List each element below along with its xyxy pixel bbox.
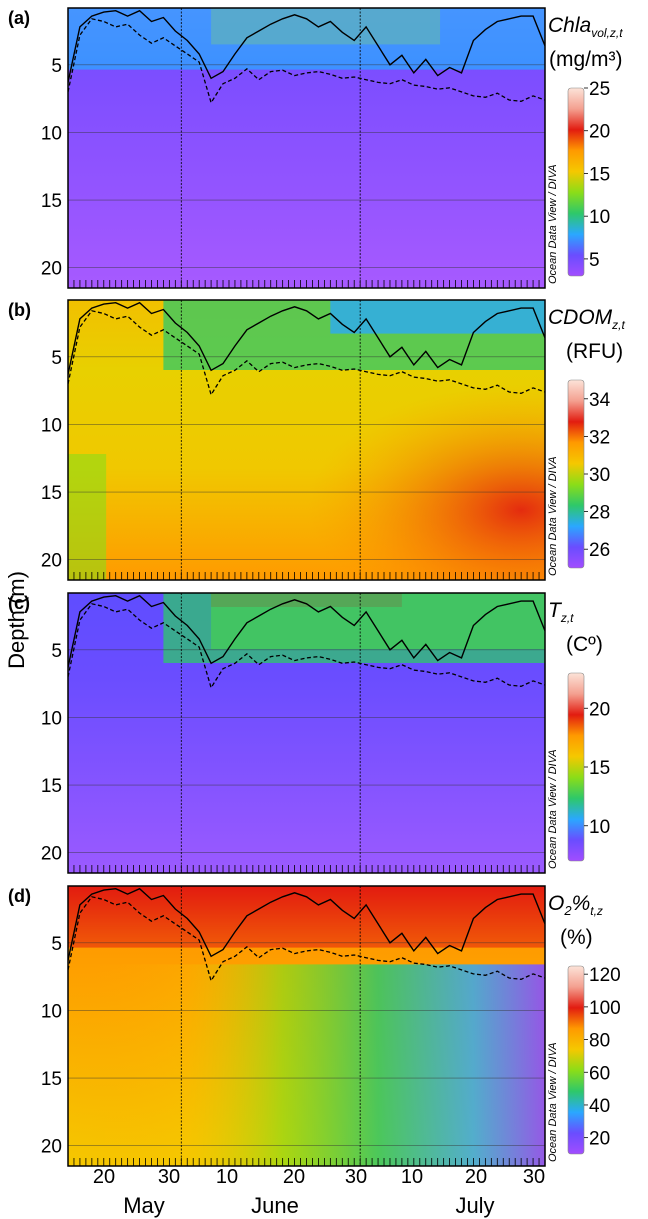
y-tick-label: 15: [41, 483, 62, 504]
dashed-depth-line: [68, 18, 545, 105]
solid-depth-line: [68, 9, 545, 83]
y-tick-label: 10: [41, 415, 62, 436]
panel-label: (c): [8, 593, 30, 613]
y-tick-label: 5: [51, 56, 62, 77]
colorbar-tick-label: 120: [589, 965, 621, 986]
colorbar-tick-label: 28: [589, 503, 610, 524]
y-tick-label: 20: [41, 259, 62, 280]
panel-2-surface-band-2: [330, 300, 545, 334]
x-axis: 20 30 10 20 30 10 20 30 May June July: [93, 1166, 545, 1218]
colorbar-tick-label: 20: [589, 122, 610, 143]
variable-unit: (RFU): [566, 340, 623, 363]
y-tick-label: 5: [51, 641, 62, 662]
y-tick-label: 5: [51, 348, 62, 369]
solid-depth-line: [68, 887, 545, 961]
x-tick-label-5: 30: [345, 1166, 367, 1188]
y-tick-label: 10: [41, 123, 62, 144]
colorbar-tick-label: 10: [589, 207, 610, 228]
panel-1: 5 10 15 20 (a) Chlavol,z,t (mg/m³) 25 20 15 10 5 Oce…: [8, 7, 623, 289]
x-tick-label-4: 20: [283, 1166, 305, 1188]
colorbar-tick-label: 20: [589, 1129, 610, 1150]
y-tick-label: 20: [41, 1137, 62, 1158]
colorbar-tick-label: 26: [589, 540, 610, 561]
colorbar-tick-label: 10: [589, 817, 610, 838]
odv-watermark: Ocean Data View / DIVA: [547, 749, 559, 869]
y-axis-label: Depth (m): [4, 571, 29, 669]
x-tick-label-7: 20: [465, 1166, 487, 1188]
panel-label: (a): [8, 8, 30, 28]
x-tick-label-8: 30: [523, 1166, 545, 1188]
variable-title: O2%t,z: [548, 892, 603, 918]
x-tick-label-3: 10: [216, 1166, 238, 1188]
month-label-july: July: [455, 1193, 494, 1218]
y-tick-label: 20: [41, 844, 62, 865]
panel-4-surface-band: [68, 886, 545, 948]
panel-label: (b): [8, 300, 31, 320]
colorbar: [567, 965, 585, 1155]
month-label-june: June: [251, 1193, 299, 1218]
odv-watermark: Ocean Data View / DIVA: [547, 164, 559, 284]
x-tick-label-2: 30: [158, 1166, 180, 1188]
variable-unit: (%): [560, 926, 593, 949]
colorbar-tick-label: 15: [589, 758, 610, 779]
y-tick-label: 15: [41, 1069, 62, 1090]
variable-unit: (mg/m³): [549, 48, 622, 71]
panel-3-surface-band-3: [163, 593, 545, 663]
panel-4-field-gradient: [68, 964, 545, 1166]
panel-4: 5 10 15 20 (d) O2%t,z (%) 120 100 80 60 40 20 Ocean D…: [8, 885, 621, 1167]
y-tick-label: 10: [41, 708, 62, 729]
variable-unit: (Cº): [566, 633, 603, 656]
y-tick-label: 15: [41, 776, 62, 797]
dashed-depth-line: [68, 603, 545, 690]
panel-frame: [67, 885, 546, 1167]
odv-watermark: Ocean Data View / DIVA: [547, 1042, 559, 1162]
variable-title: Chlavol,z,t: [548, 14, 623, 40]
colorbar-tick-label: 32: [589, 427, 610, 448]
y-tick-label: 10: [41, 1001, 62, 1022]
solid-depth-line: [68, 301, 545, 375]
y-tick-label: 15: [41, 191, 62, 212]
x-tick-label-1: 20: [93, 1166, 115, 1188]
colorbar-tick-label: 25: [589, 79, 610, 100]
panel-3: 5 10 15 20 (c) Tz,t (Cº) 20 15 10 Ocean Data View …: [8, 592, 610, 874]
solid-depth-line: [68, 594, 545, 668]
colorbar-tick-label: 15: [589, 164, 610, 185]
colorbar: [567, 87, 585, 277]
colorbar-tick-label: 30: [589, 465, 610, 486]
dashed-depth-line: [68, 896, 545, 983]
panel-1-surface-band-2: [68, 8, 545, 70]
colorbar-tick-label: 80: [589, 1031, 610, 1052]
panel-frame: [67, 7, 546, 289]
panel-frame: [67, 592, 546, 874]
colorbar-tick-label: 34: [589, 390, 611, 411]
month-label-may: May: [123, 1193, 165, 1218]
colorbar-tick-label: 100: [589, 998, 621, 1019]
colorbar: [567, 379, 585, 569]
colorbar-tick-label: 60: [589, 1063, 610, 1084]
panel-2-left-green: [68, 454, 107, 580]
variable-title: Tz,t: [548, 599, 574, 625]
panel-2: 5 10 15 20 (b) CDOMz,t (RFU) 34 32 30 28 26 Ocean Da…: [8, 299, 626, 581]
colorbar-tick-label: 5: [589, 250, 600, 271]
y-tick-label: 5: [51, 934, 62, 955]
panel-label: (d): [8, 886, 31, 906]
x-tick-label-6: 10: [401, 1166, 423, 1188]
colorbar-tick-label: 40: [589, 1096, 610, 1117]
colorbar-tick-label: 20: [589, 699, 610, 720]
dashed-depth-line: [68, 310, 545, 397]
panel-frame: [67, 299, 546, 581]
odv-watermark: Ocean Data View / DIVA: [547, 456, 559, 576]
y-tick-label: 20: [41, 551, 62, 572]
colorbar: [567, 672, 585, 862]
variable-title: CDOMz,t: [548, 306, 626, 332]
